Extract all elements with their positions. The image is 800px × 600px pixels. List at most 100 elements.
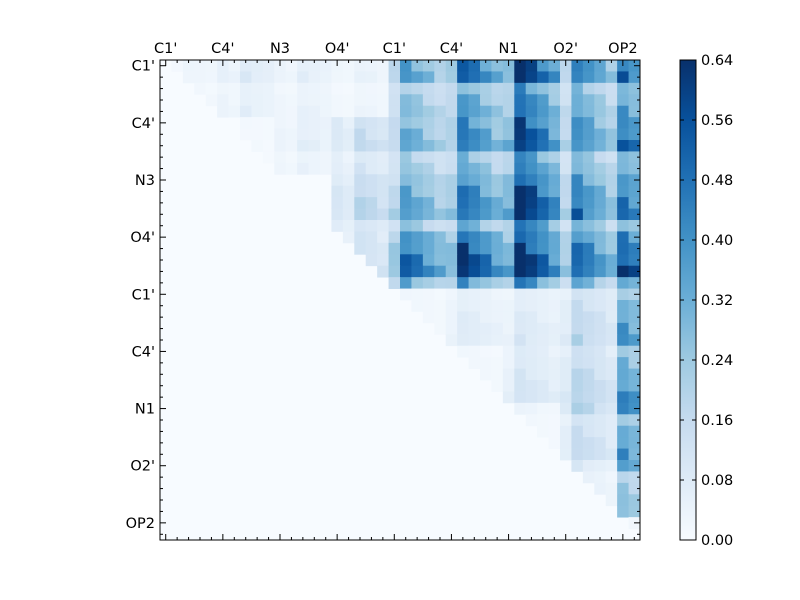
heatmap-cell <box>422 162 435 175</box>
heatmap-cell <box>571 437 584 449</box>
heatmap-cell <box>560 368 572 381</box>
heatmap-cell <box>525 140 538 152</box>
heatmap-cell <box>594 140 607 152</box>
heatmap-cell <box>400 242 412 255</box>
heatmap-cell <box>502 242 515 255</box>
heatmap-cell <box>411 288 424 301</box>
heatmap-cell <box>560 391 572 404</box>
heatmap-cell <box>617 357 629 369</box>
heatmap-cell <box>411 197 424 209</box>
heatmap-cell <box>628 71 641 84</box>
heatmap-cell <box>434 254 447 267</box>
heatmap-cell <box>365 162 378 175</box>
colorbar: 0.00 0.08 0.16 0.24 0.32 0.40 0.48 0.56 0.64 <box>679 53 733 549</box>
heatmap-cell <box>205 60 218 72</box>
heatmap-cell <box>548 105 561 118</box>
heatmap-cell <box>262 60 275 72</box>
heatmap-cell <box>411 151 424 164</box>
heatmap-cell <box>582 254 595 267</box>
heatmap-cell <box>365 151 378 164</box>
heatmap-cell <box>582 425 595 438</box>
heatmap-cell <box>537 174 549 187</box>
heatmap-cell <box>480 174 492 187</box>
heatmap-cell <box>502 322 515 335</box>
heatmap-cell <box>354 105 367 118</box>
colorbar-tick-label: 0.48 <box>701 173 733 189</box>
heatmap-cell <box>217 105 229 118</box>
heatmap-cell <box>617 414 629 427</box>
heatmap-cell <box>342 151 355 164</box>
heatmap-cell <box>342 140 355 152</box>
heatmap-cell <box>617 128 629 141</box>
heatmap-cell <box>605 334 618 347</box>
heatmap-cell <box>491 311 504 324</box>
heatmap-cell <box>605 460 618 472</box>
heatmap-cell <box>582 368 595 381</box>
heatmap-cell <box>457 345 469 358</box>
heatmap-cell <box>491 345 504 358</box>
heatmap-cell <box>411 60 424 72</box>
heatmap-cell <box>480 277 492 289</box>
x-tick-label: OP2 <box>608 41 637 57</box>
heatmap-cell <box>422 197 435 209</box>
heatmap-cell <box>560 437 572 449</box>
colorbar-tick-label: 0.56 <box>701 113 733 129</box>
heatmap-cell <box>571 82 584 95</box>
colorbar-tick-label: 0.08 <box>701 473 733 489</box>
heatmap-cell <box>491 94 504 107</box>
heatmap-cell <box>320 151 332 164</box>
heatmap-cell <box>514 300 527 312</box>
heatmap-cell <box>605 174 618 187</box>
heatmap-cell <box>434 300 447 312</box>
heatmap-cell <box>354 242 367 255</box>
heatmap-cell <box>434 231 447 244</box>
heatmap-cell <box>388 162 401 175</box>
heatmap-cell <box>525 380 538 392</box>
heatmap-cell <box>411 300 424 312</box>
heatmap-cell <box>594 380 607 392</box>
heatmap-cell <box>491 208 504 221</box>
heatmap-cell <box>457 197 469 209</box>
heatmap-cell <box>354 162 367 175</box>
heatmap-cell <box>457 254 469 267</box>
heatmap-cell <box>537 380 549 392</box>
y-tick-label: C4' <box>132 116 155 132</box>
heatmap-cell <box>434 311 447 324</box>
heatmap-cell <box>628 414 641 427</box>
heatmap-cell <box>560 334 572 347</box>
heatmap-cell <box>594 391 607 404</box>
heatmap-cell <box>582 197 595 209</box>
heatmap-cell <box>628 162 641 175</box>
heatmap-cell <box>377 254 389 267</box>
heatmap-cell <box>617 71 629 84</box>
heatmap-cell <box>514 334 527 347</box>
heatmap-cell <box>274 151 287 164</box>
heatmap-cell <box>468 265 481 278</box>
heatmap-cell <box>617 311 629 324</box>
heatmap-cell <box>548 185 561 198</box>
heatmap-cell <box>525 162 538 175</box>
heatmap-cell <box>468 105 481 118</box>
heatmap-cell <box>537 128 549 141</box>
heatmap-cell <box>617 140 629 152</box>
heatmap-cell <box>594 300 607 312</box>
heatmap-cell <box>365 174 378 187</box>
heatmap-cell <box>434 277 447 289</box>
heatmap-cell <box>605 128 618 141</box>
heatmap-cell <box>605 162 618 175</box>
heatmap-cell <box>617 334 629 347</box>
heatmap-cell <box>445 300 458 312</box>
heatmap-cell <box>468 357 481 369</box>
heatmap-cell <box>457 300 469 312</box>
heatmap-cell <box>411 117 424 129</box>
heatmap-cell <box>502 174 515 187</box>
heatmap-cell <box>525 345 538 358</box>
heatmap-cell <box>457 334 469 347</box>
heatmap-cell <box>617 460 629 472</box>
heatmap-cell <box>537 254 549 267</box>
heatmap-cell <box>571 254 584 267</box>
heatmap-cell <box>514 345 527 358</box>
heatmap-cell <box>537 117 549 129</box>
heatmap-cell <box>354 71 367 84</box>
heatmap-cell <box>628 322 641 335</box>
